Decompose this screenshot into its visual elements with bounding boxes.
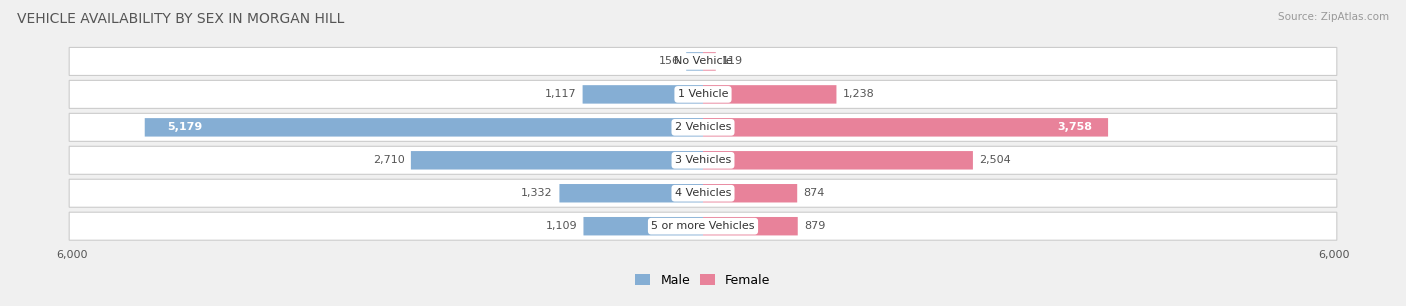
Text: 2 Vehicles: 2 Vehicles <box>675 122 731 132</box>
Text: 2,504: 2,504 <box>980 155 1011 165</box>
FancyBboxPatch shape <box>69 80 1337 108</box>
FancyBboxPatch shape <box>560 184 703 203</box>
Text: 5 or more Vehicles: 5 or more Vehicles <box>651 221 755 231</box>
Text: 156: 156 <box>659 56 679 66</box>
Text: 6,000: 6,000 <box>56 250 87 260</box>
Text: 4 Vehicles: 4 Vehicles <box>675 188 731 198</box>
Text: 1,238: 1,238 <box>844 89 875 99</box>
FancyBboxPatch shape <box>582 85 703 104</box>
FancyBboxPatch shape <box>703 52 716 71</box>
FancyBboxPatch shape <box>69 113 1337 141</box>
Text: 2,710: 2,710 <box>373 155 405 165</box>
FancyBboxPatch shape <box>69 146 1337 174</box>
FancyBboxPatch shape <box>703 85 837 104</box>
FancyBboxPatch shape <box>69 179 1337 207</box>
FancyBboxPatch shape <box>145 118 703 136</box>
FancyBboxPatch shape <box>69 47 1337 76</box>
Text: 879: 879 <box>804 221 825 231</box>
Text: 3,758: 3,758 <box>1057 122 1092 132</box>
Text: Source: ZipAtlas.com: Source: ZipAtlas.com <box>1278 12 1389 22</box>
FancyBboxPatch shape <box>703 118 1108 136</box>
Text: 1 Vehicle: 1 Vehicle <box>678 89 728 99</box>
Text: 119: 119 <box>723 56 744 66</box>
FancyBboxPatch shape <box>703 151 973 170</box>
Text: VEHICLE AVAILABILITY BY SEX IN MORGAN HILL: VEHICLE AVAILABILITY BY SEX IN MORGAN HI… <box>17 12 344 26</box>
FancyBboxPatch shape <box>583 217 703 235</box>
Legend: Male, Female: Male, Female <box>630 269 776 292</box>
Text: 6,000: 6,000 <box>1319 250 1350 260</box>
Text: 1,117: 1,117 <box>544 89 576 99</box>
FancyBboxPatch shape <box>69 212 1337 240</box>
Text: 874: 874 <box>804 188 825 198</box>
Text: 1,332: 1,332 <box>522 188 553 198</box>
FancyBboxPatch shape <box>703 184 797 203</box>
FancyBboxPatch shape <box>411 151 703 170</box>
Text: 1,109: 1,109 <box>546 221 576 231</box>
Text: 3 Vehicles: 3 Vehicles <box>675 155 731 165</box>
FancyBboxPatch shape <box>686 52 703 71</box>
Text: 5,179: 5,179 <box>167 122 202 132</box>
Text: No Vehicle: No Vehicle <box>673 56 733 66</box>
FancyBboxPatch shape <box>703 217 797 235</box>
